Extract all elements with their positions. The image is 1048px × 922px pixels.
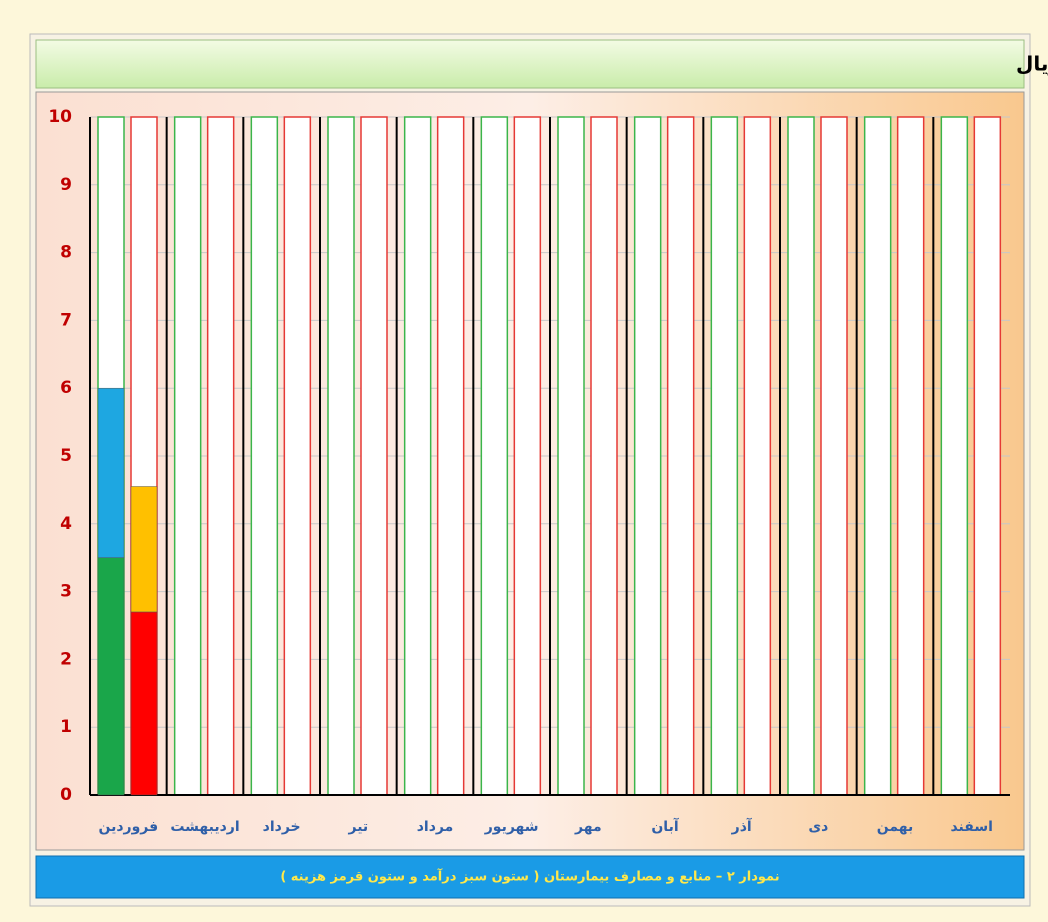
- header: [35, 39, 1025, 89]
- bar-frame: [250, 116, 279, 796]
- bar-frame: [590, 116, 618, 796]
- caption-bar: [35, 855, 1025, 899]
- bar-frame: [820, 116, 848, 796]
- bar-frame: [360, 116, 388, 796]
- y-tick-label: 7: [60, 310, 72, 330]
- caption: نمودار ۲ – منابع و مصارف بیمارستان ( ستو…: [280, 868, 779, 885]
- y-tick-label: 0: [60, 785, 72, 805]
- bar: [97, 387, 125, 558]
- bar-frame: [173, 116, 202, 796]
- x-tick-label: تیر: [347, 819, 368, 835]
- bar-frame: [403, 116, 432, 796]
- y-tick-label: 4: [60, 514, 72, 534]
- x-tick-label: فروردین: [98, 819, 158, 835]
- y-tick-label: 8: [60, 243, 72, 263]
- bar-frame: [940, 116, 969, 796]
- bar-frame: [206, 116, 235, 796]
- bar-frame: [480, 116, 509, 796]
- bar-frame: [743, 116, 772, 796]
- x-tick-label: آذر: [731, 817, 753, 835]
- x-tick-label: شهریور: [484, 819, 539, 835]
- bar-frame: [787, 116, 815, 796]
- bar-frame: [666, 116, 695, 796]
- bar-frame: [896, 116, 925, 796]
- bar-frame: [973, 116, 1002, 796]
- y-tick-label: 9: [60, 175, 72, 195]
- x-tick-label: اردیبهشت: [170, 819, 239, 835]
- x-tick-label: خرداد: [263, 819, 301, 835]
- x-tick-label: بهمن: [877, 819, 913, 835]
- bar: [130, 486, 158, 613]
- y-tick-label: 2: [60, 649, 72, 669]
- bar-frame: [633, 116, 662, 796]
- x-tick-label: آبان: [651, 817, 679, 835]
- x-tick-label: مرداد: [417, 819, 454, 835]
- bar: [97, 557, 125, 796]
- x-tick-label: مهر: [574, 819, 602, 835]
- x-tick-label: دی: [808, 819, 828, 835]
- bar-frame: [513, 116, 542, 796]
- y-tick-label: 10: [48, 107, 72, 127]
- bar-frame: [436, 116, 465, 796]
- x-tick-label: اسفند: [950, 819, 992, 835]
- y-tick-label: 3: [60, 582, 72, 602]
- bar-frame: [327, 116, 355, 796]
- y-tick-label: 6: [60, 378, 72, 398]
- bar-frame: [710, 116, 739, 796]
- y-tick-label: 5: [60, 446, 72, 466]
- y-tick-label: 1: [60, 717, 72, 737]
- bar-frame: [863, 116, 892, 796]
- bar-frame: [283, 116, 312, 796]
- chart-title: ارقام نمودار به : صد میلیارد ریال: [1016, 52, 1048, 76]
- bar: [130, 611, 158, 796]
- bar-frame: [557, 116, 585, 796]
